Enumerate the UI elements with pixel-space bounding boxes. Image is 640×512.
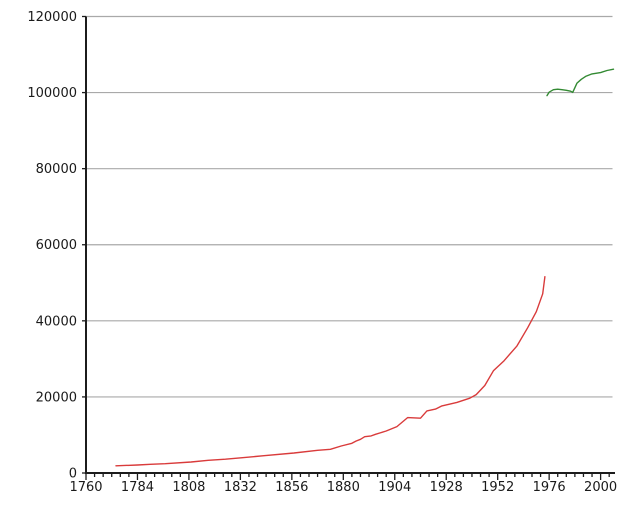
x-tick-label: 1952	[481, 480, 514, 495]
y-tick-label: 100000	[27, 86, 77, 101]
x-tick-label: 1904	[378, 480, 411, 495]
y-tick-label: 40000	[36, 314, 77, 329]
x-tick-label: 1880	[327, 480, 360, 495]
x-tick-label: 1976	[533, 480, 566, 495]
y-tick-label: 120000	[27, 10, 77, 25]
x-tick-label: 1832	[224, 480, 257, 495]
red-series-line	[115, 276, 546, 467]
y-tick-label: 80000	[36, 162, 77, 177]
x-tick-label: 1928	[430, 480, 463, 495]
x-tick-label: 1784	[121, 480, 154, 495]
x-tick-label: 1856	[275, 480, 308, 495]
x-tick-label: 1808	[172, 480, 205, 495]
y-tick-label: 60000	[36, 238, 77, 253]
green-series-line	[546, 68, 615, 97]
x-tick-label: 1760	[69, 480, 102, 495]
x-tick-label: 2000	[584, 480, 617, 495]
y-tick-label: 20000	[36, 390, 77, 405]
y-tick-label: 0	[69, 467, 77, 482]
